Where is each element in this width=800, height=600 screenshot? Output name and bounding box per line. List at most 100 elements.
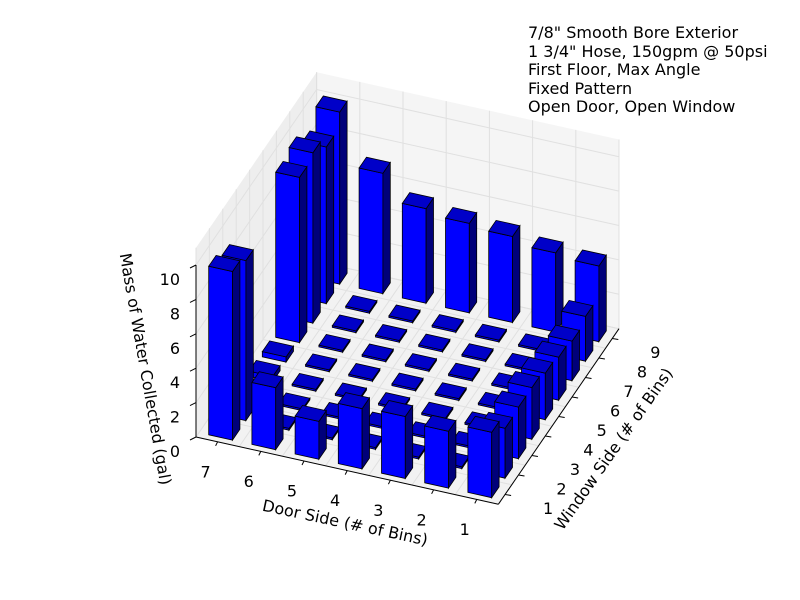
bar-side-face bbox=[361, 396, 370, 471]
window-tick-mark bbox=[518, 474, 525, 477]
window-tick-label: 9 bbox=[650, 343, 660, 362]
bar-front-face bbox=[208, 265, 233, 441]
bar-front-face bbox=[488, 230, 513, 323]
door-tick-mark bbox=[258, 451, 262, 456]
bar-front-face bbox=[358, 167, 384, 295]
z-tick-mark bbox=[189, 264, 197, 269]
bar bbox=[404, 353, 438, 373]
window-tick-mark bbox=[545, 435, 552, 438]
bar bbox=[294, 404, 327, 461]
bar bbox=[531, 236, 564, 334]
bar-front-face bbox=[401, 202, 427, 304]
bar bbox=[348, 363, 381, 383]
bar-top-face bbox=[444, 206, 478, 224]
bar bbox=[331, 314, 365, 334]
bar bbox=[361, 343, 394, 364]
bar-side-face bbox=[339, 100, 348, 286]
bar-top-face bbox=[361, 343, 394, 361]
door-tick-label: 1 bbox=[460, 520, 470, 539]
bar-top-face bbox=[315, 95, 348, 113]
bar-top-face bbox=[278, 392, 311, 410]
z-tick-label: 0 bbox=[170, 442, 180, 461]
bar bbox=[444, 206, 478, 315]
bar-top-face bbox=[507, 371, 540, 389]
bar bbox=[431, 314, 464, 334]
annotation-line-4: Fixed Pattern bbox=[528, 78, 633, 98]
z-tick-mark bbox=[189, 367, 197, 372]
bar bbox=[447, 362, 481, 383]
z-tick-label: 10 bbox=[160, 270, 180, 289]
window-tick-label: 4 bbox=[583, 441, 593, 460]
bar-top-face bbox=[331, 314, 365, 332]
bar-side-face bbox=[468, 211, 478, 315]
bar-top-face bbox=[447, 362, 481, 380]
door-tick-mark bbox=[301, 460, 305, 466]
bar-top-face bbox=[467, 415, 500, 433]
z-tick-label: 6 bbox=[170, 339, 180, 358]
bar-side-face bbox=[491, 420, 500, 499]
door-tick-mark bbox=[474, 499, 478, 504]
bar-top-face bbox=[488, 219, 521, 237]
bar-top-face bbox=[318, 333, 351, 351]
bar-front-face bbox=[381, 410, 406, 479]
door-tick-mark bbox=[431, 489, 435, 495]
bar bbox=[474, 323, 508, 344]
bar-front-face bbox=[294, 415, 320, 460]
bar bbox=[388, 304, 421, 325]
z-tick-label: 4 bbox=[170, 373, 180, 392]
bar-top-face bbox=[574, 249, 607, 267]
bar bbox=[424, 414, 457, 490]
bar bbox=[291, 372, 324, 393]
bar bbox=[434, 382, 467, 402]
z-tick-mark bbox=[189, 333, 197, 338]
bar-front-face bbox=[275, 171, 300, 344]
bar bbox=[318, 333, 351, 354]
z-tick-mark bbox=[189, 402, 197, 407]
bar bbox=[401, 192, 435, 305]
z-tick-mark bbox=[189, 298, 197, 303]
door-tick-label: 6 bbox=[244, 472, 254, 491]
bar bbox=[418, 333, 451, 354]
bar-side-face bbox=[325, 135, 335, 305]
bar-top-face bbox=[431, 314, 464, 332]
bar-top-face bbox=[547, 324, 581, 342]
window-tick-label: 5 bbox=[597, 421, 607, 440]
bar-top-face bbox=[434, 382, 467, 400]
bar-side-face bbox=[425, 196, 434, 305]
bar-top-face bbox=[291, 372, 324, 390]
bar-top-face bbox=[391, 372, 424, 390]
bar bbox=[208, 255, 241, 442]
bar-top-face bbox=[294, 404, 327, 422]
bar bbox=[304, 353, 338, 373]
bar-side-face bbox=[312, 140, 321, 325]
annotation-line-2: 1 3/4" Hose, 150gpm @ 50psi bbox=[528, 41, 768, 61]
bar-top-face bbox=[275, 160, 308, 178]
bar-top-face bbox=[358, 156, 391, 174]
window-tick-mark bbox=[531, 454, 538, 457]
bar-top-face bbox=[348, 363, 381, 380]
bar-top-face bbox=[494, 390, 527, 408]
door-tick-label: 4 bbox=[330, 491, 340, 510]
window-tick-label: 7 bbox=[623, 382, 633, 401]
bar bbox=[251, 371, 284, 451]
bar-top-face bbox=[374, 324, 408, 341]
bar-side-face bbox=[598, 253, 607, 343]
bar bbox=[345, 294, 378, 315]
bar bbox=[261, 340, 295, 364]
bar bbox=[467, 415, 500, 499]
bar bbox=[391, 372, 424, 393]
bar bbox=[488, 219, 521, 324]
door-tick-mark bbox=[387, 479, 391, 485]
bar-top-face bbox=[474, 323, 508, 341]
window-tick-mark bbox=[505, 493, 512, 496]
door-axis-label: Door Side (# of Bins) bbox=[261, 496, 430, 550]
chart-annotation: 7/8" Smooth Bore Exterior 1 3/4" Hose, 1… bbox=[528, 23, 768, 117]
bar-top-face bbox=[418, 333, 451, 351]
window-tick-label: 3 bbox=[570, 460, 580, 479]
window-tick-mark bbox=[558, 415, 565, 418]
window-tick-label: 8 bbox=[637, 363, 647, 382]
door-tick-label: 3 bbox=[373, 501, 383, 520]
bar bbox=[374, 324, 408, 344]
